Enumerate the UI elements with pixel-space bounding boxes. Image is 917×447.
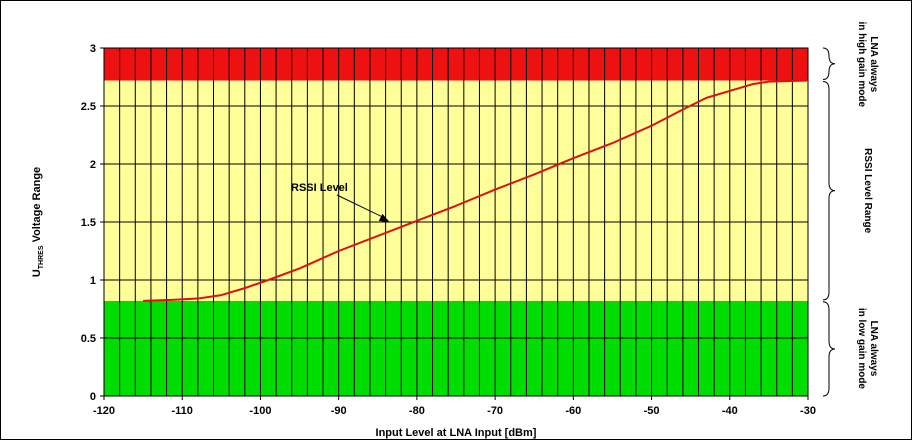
side-label-line1: RSSI Level Range xyxy=(862,148,873,233)
x-tick-label: -50 xyxy=(644,405,660,417)
side-label-line1: LNA always xyxy=(868,36,879,92)
side-label-line1: LNA always xyxy=(868,321,879,377)
x-tick-label: -70 xyxy=(487,405,503,417)
y-tick-label: 3 xyxy=(90,43,96,55)
x-tick-label: -80 xyxy=(409,405,425,417)
x-tick-label: -110 xyxy=(172,405,193,417)
x-tick-label: -120 xyxy=(93,405,115,417)
y-tick-label: 0 xyxy=(90,391,96,403)
y-tick-label: 1.5 xyxy=(81,217,96,229)
chart: 0 0.5 1 1.5 2 2.5 3 -120 -110 -100 -90 -80 -70 -60 -50… xyxy=(31,21,879,439)
y-tick-label: 2 xyxy=(90,159,96,171)
y-tick-label: 0.5 xyxy=(81,333,96,345)
series-line-0 xyxy=(143,79,809,302)
x-tick-label: -60 xyxy=(565,405,581,417)
brace-high-gain xyxy=(822,47,836,80)
band-1 xyxy=(104,80,808,301)
brace-low-gain xyxy=(822,301,836,397)
side-label-1: RSSI Level Range xyxy=(862,148,873,233)
side-label-line2: in high gain mode xyxy=(856,21,867,107)
side-label-line2: in low gain mode xyxy=(856,308,867,390)
annotation-arrow-line xyxy=(336,194,383,218)
x-tick-label: -40 xyxy=(722,405,738,417)
y-tick-label: 2.5 xyxy=(81,101,96,113)
annotation-arrowhead xyxy=(378,213,390,222)
chart-frame: 0 0.5 1 1.5 2 2.5 3 -120 -110 -100 -90 -80 -70 -60 -50… xyxy=(0,0,912,440)
band-0 xyxy=(104,300,808,396)
x-tick-label: -100 xyxy=(249,405,271,417)
x-tick-label: -30 xyxy=(800,405,816,417)
band-2 xyxy=(104,48,808,81)
annotation-label: RSSI Level xyxy=(291,182,348,194)
y-axis-label: UTHRES Voltage Range xyxy=(31,167,45,277)
x-tick-label: -90 xyxy=(331,405,347,417)
x-axis-label: Input Level at LNA Input [dBm] xyxy=(376,427,537,439)
brace-rssi-range xyxy=(822,80,836,301)
y-tick-label: 1 xyxy=(90,275,96,287)
